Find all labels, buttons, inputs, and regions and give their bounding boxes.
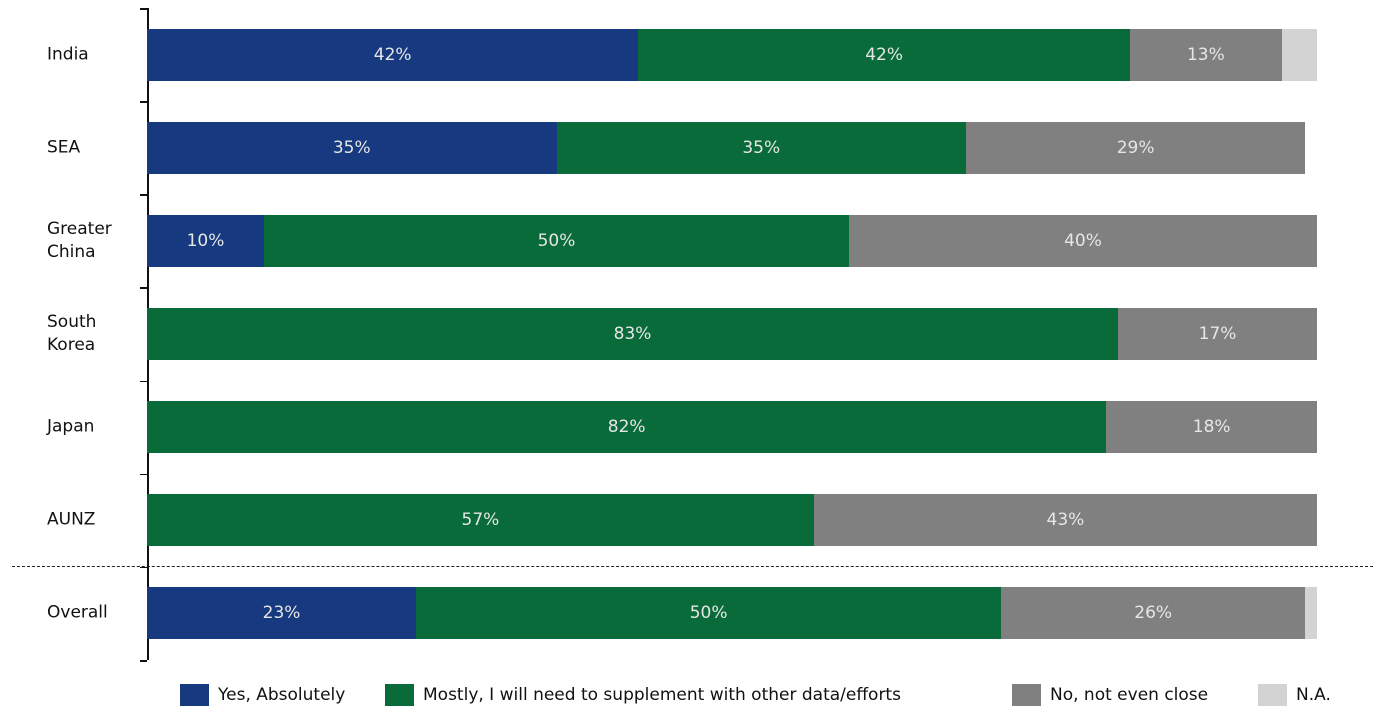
bar-segment (416, 587, 1002, 640)
legend-label: Yes, Absolutely (218, 685, 346, 705)
bar-segment (638, 28, 1130, 81)
bar-segment (147, 494, 814, 547)
bar-segment (1281, 28, 1317, 81)
legend-item: Yes, Absolutely (180, 683, 345, 707)
axis-tick (140, 473, 147, 476)
data-label: 23% (262, 603, 301, 624)
bar-segment (813, 494, 1317, 547)
bar-segment (147, 401, 1107, 454)
data-label: 50% (537, 230, 576, 251)
data-label: 35% (332, 137, 371, 158)
separator (12, 566, 1373, 567)
data-label: 17% (1198, 324, 1237, 344)
bar-segment (556, 121, 966, 174)
bar-segment (147, 587, 417, 640)
bar-segment (147, 214, 264, 267)
category-label: Greater China (47, 218, 112, 262)
data-label: 50% (689, 603, 728, 624)
category-label: Japan (47, 416, 95, 437)
bar-segment (1001, 587, 1306, 640)
axis-tick (140, 380, 147, 383)
bar-segment (147, 28, 639, 81)
legend-swatch (385, 684, 414, 706)
data-label: 42% (373, 44, 412, 65)
data-label: 35% (742, 137, 781, 158)
data-label: 29% (1116, 137, 1155, 158)
bar-segment (849, 214, 1317, 267)
category-label: India (47, 44, 89, 65)
bar-segment (1129, 28, 1282, 81)
legend-swatch (1012, 684, 1041, 706)
axis-tick (140, 566, 147, 569)
data-label: 10% (186, 230, 225, 251)
data-label: 40% (1064, 230, 1102, 251)
data-label: 43% (1046, 510, 1085, 531)
legend-swatch (1258, 684, 1287, 706)
data-label: 57% (461, 510, 500, 531)
bar-segment (1106, 401, 1317, 454)
bar-segment (147, 121, 557, 174)
axis-tick (140, 287, 147, 289)
axis-tick (140, 101, 147, 103)
axis-tick (140, 8, 147, 10)
legend-item: No, not even close (1012, 683, 1208, 707)
legend-label: No, not even close (1050, 685, 1209, 705)
legend-label: Mostly, I will need to supplement with o… (423, 685, 901, 705)
axis-tick (140, 194, 147, 196)
legend-swatch (180, 684, 209, 706)
category-label: SEA (47, 137, 81, 158)
data-label: 42% (865, 44, 903, 65)
bar-segment (147, 308, 1119, 360)
data-label: 82% (607, 417, 646, 438)
legend-item: N.A. (1258, 683, 1331, 707)
data-label: 26% (1134, 603, 1173, 624)
bar-segment (1118, 308, 1317, 360)
bar-segment (264, 214, 849, 267)
axis-tick (140, 660, 147, 662)
data-label: 13% (1186, 44, 1225, 65)
bar-segment (966, 121, 1306, 174)
category-label: South Korea (47, 312, 97, 355)
bar-segment (1305, 587, 1317, 640)
data-label: 18% (1192, 417, 1231, 438)
legend-label: N.A. (1296, 685, 1331, 705)
legend-item: Mostly, I will need to supplement with o… (385, 683, 901, 707)
data-label: 83% (613, 324, 652, 344)
category-label: AUNZ (47, 509, 96, 530)
category-label: Overall (47, 602, 108, 623)
